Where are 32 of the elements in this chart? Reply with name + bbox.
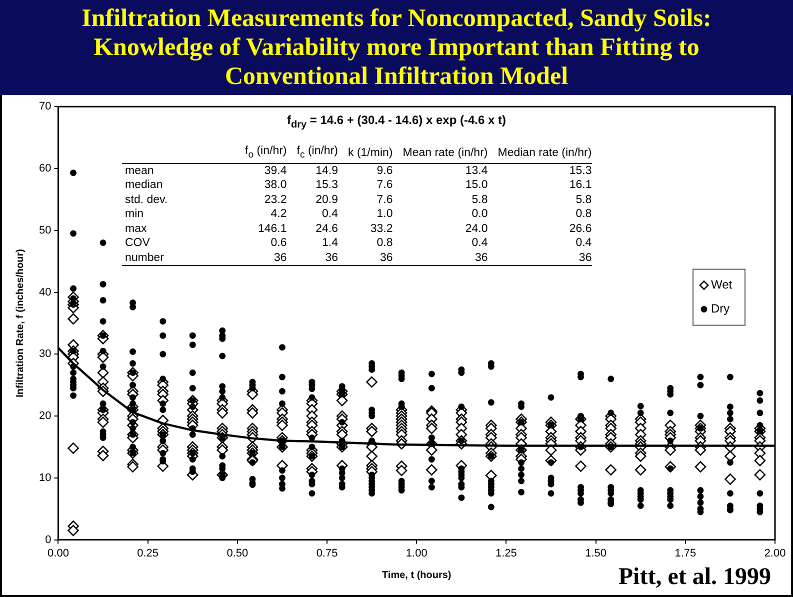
legend-label: Dry (711, 302, 730, 316)
y-tick-label: 60 (38, 162, 52, 175)
text: median 38.0 15.3 7.6 15.0 16.1 (125, 179, 592, 192)
text: f$_{o}$ (in/hr) f$_{c}$ (in/hr) k (1/min) Mean rate (in/hr) Median rate (in/hr) (245, 145, 592, 160)
x-tick-label: 2.00 (764, 547, 786, 560)
text: COV 0.6 1.4 0.8 0.4 0.4 (125, 237, 592, 250)
x-tick-label: 0.75 (316, 547, 338, 560)
legend-label: Wet (711, 278, 733, 292)
x-tick-label: 1.50 (585, 547, 607, 560)
x-axis-title: Time, t (hours) (382, 570, 452, 581)
text: number 36 36 36 36 36 (125, 252, 592, 264)
x-tick-label: 1.25 (496, 547, 517, 560)
y-axis-title: Infiltration Rate, f (inches/hour) (14, 249, 26, 398)
y-tick-label: 30 (38, 348, 52, 360)
y-tick-label: 50 (38, 224, 52, 236)
x-tick-label: 0.00 (48, 547, 69, 560)
chart-title: Infiltration Measurements for Noncompacted, Sandy Soils: Knowledge of Variability more Important than Fitting to Conventional Infiltration Model (0, 0, 793, 95)
text: std. dev. 23.2 20.9 7.6 5.8 5.8 (125, 194, 592, 206)
text: Pitt, et al. 1999 (618, 564, 771, 591)
y-tick-label: 10 (38, 472, 52, 484)
x-tick-label: 1.75 (674, 547, 696, 560)
text: max 146.1 24.6 33.2 24.0 26.6 (125, 222, 592, 235)
text: mean 39.4 14.9 9.6 13.4 15.3 (125, 164, 592, 177)
y-tick-label: 70 (38, 100, 52, 113)
y-tick-label: 20 (38, 410, 52, 422)
annotation: f$_{dry}$ = 14.6 + (30.4 - 14.6) x exp (-4.6 x t) (286, 113, 507, 130)
text: min 4.2 0.4 1.0 0.0 0.8 (125, 208, 592, 220)
x-tick-label: 1.00 (406, 547, 428, 560)
y-tick-label: 0 (45, 534, 52, 546)
x-tick-label: 0.25 (137, 547, 159, 560)
x-tick-label: 0.50 (226, 547, 248, 560)
y-tick-label: 40 (38, 286, 52, 298)
